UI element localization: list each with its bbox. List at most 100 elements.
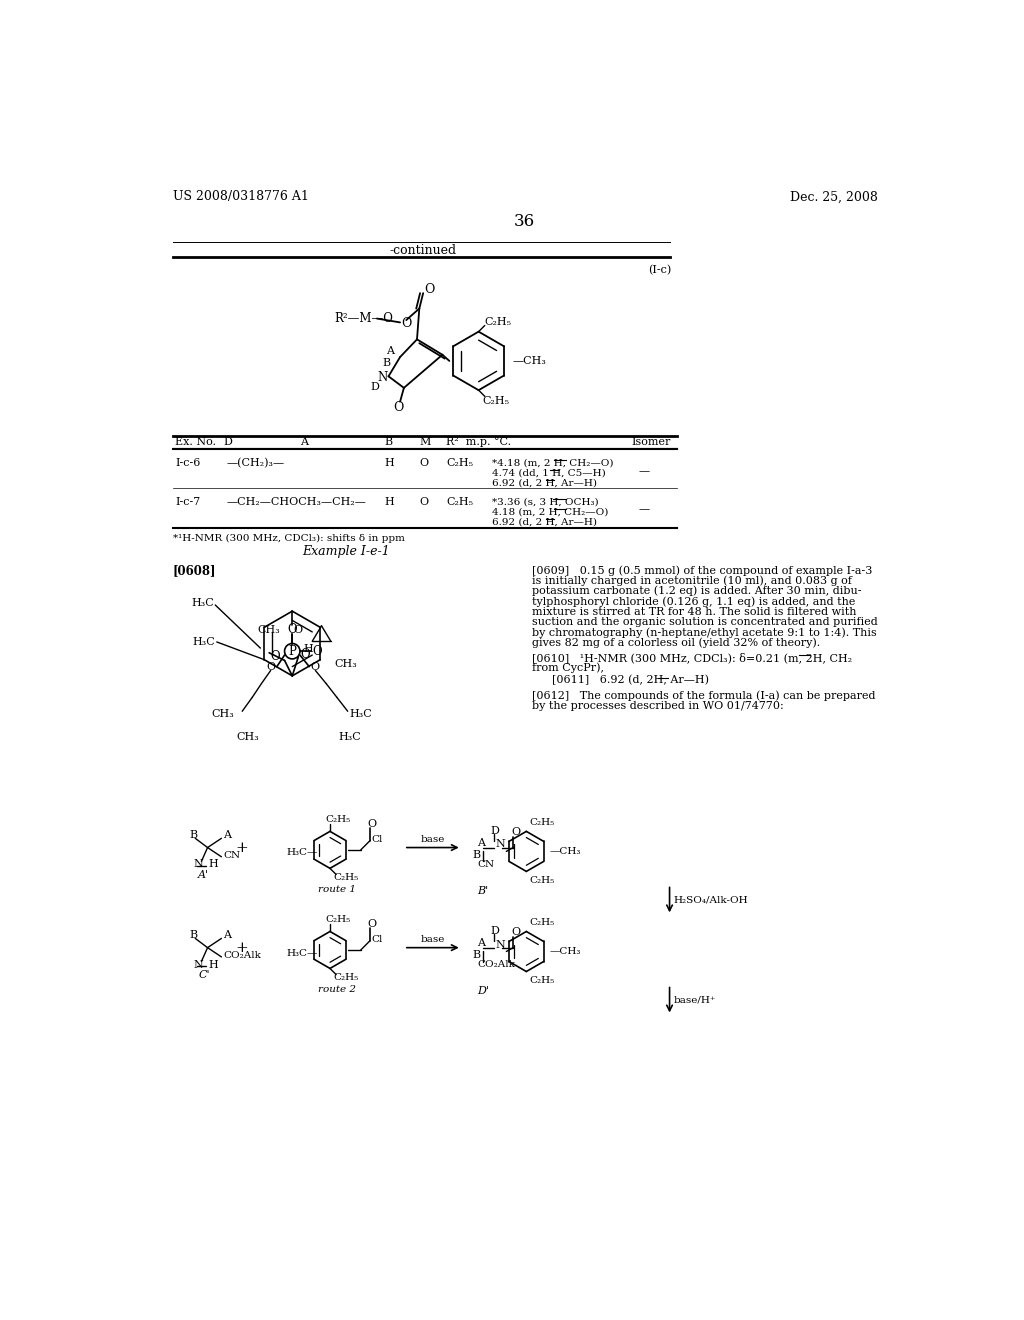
Text: R²—M—O: R²—M—O	[335, 312, 393, 325]
Text: -continued: -continued	[389, 244, 457, 257]
Text: N: N	[496, 940, 505, 949]
Text: Ex. No.: Ex. No.	[175, 437, 216, 446]
Text: A: A	[300, 437, 308, 446]
Text: [0612]   The compounds of the formula (I-a) can be prepared: [0612] The compounds of the formula (I-a…	[532, 690, 876, 701]
Text: Cl: Cl	[372, 834, 383, 843]
Text: C₂H₅: C₂H₅	[484, 317, 512, 327]
Text: CH₃: CH₃	[335, 659, 357, 669]
Text: A: A	[477, 838, 485, 847]
Text: D: D	[490, 925, 499, 936]
Text: *¹H-NMR (300 MHz, CDCl₃): shifts δ in ppm: *¹H-NMR (300 MHz, CDCl₃): shifts δ in pp…	[173, 533, 404, 543]
Text: Example I-e-1: Example I-e-1	[302, 545, 390, 557]
Text: H: H	[208, 960, 218, 970]
Text: [0608]: [0608]	[173, 564, 216, 577]
Text: B: B	[382, 358, 390, 368]
Text: suction and the organic solution is concentrated and purified: suction and the organic solution is conc…	[532, 618, 879, 627]
Text: O: O	[266, 661, 275, 672]
Text: US 2008/0318776 A1: US 2008/0318776 A1	[173, 190, 309, 203]
Text: C₂H₅: C₂H₅	[334, 973, 359, 982]
Text: Dec. 25, 2008: Dec. 25, 2008	[790, 190, 878, 203]
Text: H: H	[304, 644, 313, 653]
Text: [0609]   0.15 g (0.5 mmol) of the compound of example I-a-3: [0609] 0.15 g (0.5 mmol) of the compound…	[532, 565, 872, 576]
Text: —CH₂—CHOCH₃—CH₂—: —CH₂—CHOCH₃—CH₂—	[226, 496, 367, 507]
Text: O: O	[511, 828, 520, 837]
Text: mixture is stirred at TR for 48 h. The solid is filtered with: mixture is stirred at TR for 48 h. The s…	[532, 607, 857, 616]
Text: O: O	[401, 317, 412, 330]
Text: —: —	[639, 466, 650, 477]
Text: H₃C: H₃C	[190, 598, 214, 609]
Text: P: P	[289, 644, 296, 657]
Text: O: O	[367, 818, 376, 829]
Text: B: B	[472, 950, 480, 961]
Text: H: H	[385, 458, 394, 469]
Text: O: O	[419, 496, 428, 507]
Text: O: O	[294, 624, 303, 635]
Text: D: D	[223, 437, 231, 446]
Text: *4.18 (m, 2 H, CH₂—O): *4.18 (m, 2 H, CH₂—O)	[493, 459, 614, 467]
Text: I-c-7: I-c-7	[175, 496, 201, 507]
Text: by chromatography (n-heptane/ethyl acetate 9:1 to 1:4). This: by chromatography (n-heptane/ethyl aceta…	[532, 627, 878, 638]
Text: I-c-6: I-c-6	[175, 458, 201, 469]
Text: +: +	[236, 841, 249, 854]
Text: B': B'	[477, 886, 488, 896]
Text: H: H	[385, 496, 394, 507]
Text: N: N	[377, 371, 387, 384]
Text: A: A	[477, 939, 485, 948]
Text: C₂H₅: C₂H₅	[529, 977, 555, 985]
Text: B: B	[189, 931, 198, 940]
Text: B: B	[385, 437, 393, 446]
Text: (I-c): (I-c)	[648, 265, 672, 275]
Text: R²  m.p. °C.: R² m.p. °C.	[446, 437, 511, 447]
Text: —(CH₂)₃—: —(CH₂)₃—	[226, 458, 285, 469]
Text: *3.36 (s, 3 H, OCH₃): *3.36 (s, 3 H, OCH₃)	[493, 498, 599, 507]
Text: H₃C: H₃C	[193, 638, 215, 647]
Text: A: A	[223, 830, 231, 841]
Text: N: N	[194, 859, 204, 870]
Text: C₂H₅: C₂H₅	[446, 496, 473, 507]
Text: 6.92 (d, 2 H, Ar—H): 6.92 (d, 2 H, Ar—H)	[493, 479, 597, 488]
Text: CO₂Alk: CO₂Alk	[223, 950, 261, 960]
Text: CH₃: CH₃	[257, 624, 280, 635]
Text: +: +	[236, 941, 249, 954]
Text: H₃C—: H₃C—	[287, 849, 318, 858]
Text: C': C'	[199, 970, 210, 981]
Text: base: base	[420, 836, 444, 845]
Text: by the processes described in WO 01/74770:: by the processes described in WO 01/7477…	[532, 701, 784, 711]
Text: O: O	[393, 401, 403, 414]
Text: M: M	[419, 437, 431, 446]
Text: D: D	[371, 381, 380, 392]
Text: CN: CN	[477, 861, 495, 869]
Text: Cl: Cl	[372, 935, 383, 944]
Text: C₂H₅: C₂H₅	[446, 458, 473, 469]
Text: C₂H₅: C₂H₅	[529, 817, 555, 826]
Text: base/H⁺: base/H⁺	[674, 995, 716, 1005]
Text: D': D'	[477, 986, 488, 995]
Text: C₂H₅: C₂H₅	[326, 915, 350, 924]
Text: tylphosphoryl chloride (0.126 g, 1.1 eq) is added, and the: tylphosphoryl chloride (0.126 g, 1.1 eq)…	[532, 597, 856, 607]
Text: CH₃: CH₃	[237, 733, 259, 742]
Text: CN: CN	[223, 851, 240, 859]
Text: O: O	[288, 623, 297, 636]
Text: 4.74 (dd, 1 H, C5—H): 4.74 (dd, 1 H, C5—H)	[493, 469, 606, 478]
Text: C₂H₅: C₂H₅	[482, 396, 510, 407]
Text: [0611]   6.92 (d, 2H, Ar—H): [0611] 6.92 (d, 2H, Ar—H)	[552, 676, 709, 685]
Text: CO₂Alk: CO₂Alk	[477, 960, 515, 969]
Text: route 2: route 2	[318, 986, 356, 994]
Text: C₂H₅: C₂H₅	[334, 873, 359, 882]
Text: C₂H₅: C₂H₅	[529, 876, 555, 886]
Text: CH₃: CH₃	[212, 709, 234, 719]
Text: H: H	[208, 859, 218, 870]
Text: —CH₃: —CH₃	[550, 946, 581, 956]
Text: A': A'	[199, 870, 209, 880]
Text: D: D	[490, 825, 499, 836]
Text: O: O	[367, 919, 376, 929]
Text: 4.18 (m, 2 H, CH₂—O): 4.18 (m, 2 H, CH₂—O)	[493, 507, 609, 516]
Text: O: O	[425, 282, 435, 296]
Text: O: O	[511, 927, 520, 937]
Text: 6.92 (d, 2 H, Ar—H): 6.92 (d, 2 H, Ar—H)	[493, 517, 597, 527]
Text: Isomer: Isomer	[631, 437, 671, 446]
Text: H₂SO₄/Alk-OH: H₂SO₄/Alk-OH	[674, 895, 749, 904]
Text: O: O	[419, 458, 428, 469]
Text: N: N	[496, 840, 505, 850]
Text: [0610]   ¹H-NMR (300 MHz, CDCl₃): δ=0.21 (m, 2H, CH₂: [0610] ¹H-NMR (300 MHz, CDCl₃): δ=0.21 (…	[532, 652, 853, 663]
